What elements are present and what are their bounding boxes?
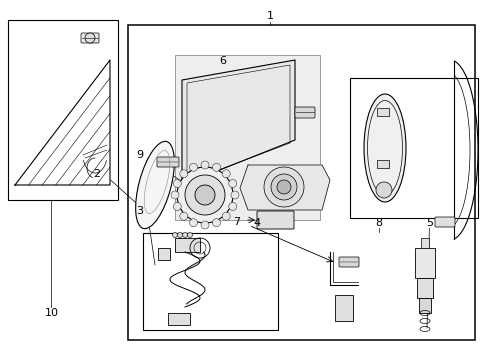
Circle shape — [276, 180, 290, 194]
Ellipse shape — [363, 94, 405, 202]
Circle shape — [212, 219, 220, 227]
Text: 10: 10 — [44, 308, 58, 318]
Ellipse shape — [172, 233, 177, 238]
Bar — [376, 160, 388, 168]
Bar — [142, 233, 278, 330]
FancyBboxPatch shape — [338, 257, 358, 267]
Circle shape — [264, 167, 304, 207]
Text: 8: 8 — [375, 218, 382, 228]
Bar — [158, 248, 170, 260]
Circle shape — [375, 182, 391, 198]
FancyBboxPatch shape — [257, 211, 293, 229]
Text: 4: 4 — [253, 218, 260, 228]
Bar — [175, 55, 319, 220]
Bar — [175, 238, 200, 252]
Circle shape — [228, 180, 236, 188]
Circle shape — [171, 191, 179, 199]
Circle shape — [189, 219, 197, 227]
Circle shape — [201, 161, 208, 169]
Text: 2: 2 — [93, 168, 100, 179]
Circle shape — [177, 167, 232, 223]
Ellipse shape — [135, 141, 174, 229]
Bar — [128, 25, 474, 340]
Bar — [376, 108, 388, 116]
Circle shape — [184, 175, 224, 215]
Bar — [416, 278, 432, 298]
Polygon shape — [182, 60, 294, 185]
Bar — [334, 295, 352, 321]
Bar — [414, 248, 434, 278]
FancyBboxPatch shape — [81, 33, 99, 43]
Text: 1: 1 — [266, 11, 273, 21]
Text: 5: 5 — [425, 218, 432, 228]
Text: 7: 7 — [233, 217, 240, 227]
Bar — [168, 313, 190, 325]
Circle shape — [173, 202, 181, 211]
Circle shape — [189, 163, 197, 171]
Circle shape — [222, 212, 230, 220]
Circle shape — [201, 221, 208, 229]
Text: 9: 9 — [136, 150, 142, 160]
Ellipse shape — [177, 233, 182, 238]
Circle shape — [173, 180, 181, 188]
Polygon shape — [240, 165, 329, 210]
Circle shape — [230, 191, 239, 199]
Text: 6: 6 — [219, 56, 225, 66]
Ellipse shape — [187, 233, 192, 238]
Circle shape — [85, 33, 95, 43]
FancyBboxPatch shape — [294, 107, 314, 118]
Circle shape — [180, 212, 187, 220]
Text: 3: 3 — [136, 206, 142, 216]
Circle shape — [228, 202, 236, 211]
Circle shape — [212, 163, 220, 171]
Bar — [418, 298, 430, 313]
Circle shape — [180, 170, 187, 178]
Bar — [349, 78, 477, 218]
Bar — [8, 20, 118, 200]
Circle shape — [270, 174, 296, 200]
Circle shape — [195, 185, 215, 205]
Polygon shape — [15, 60, 110, 185]
Circle shape — [222, 170, 230, 178]
Bar — [420, 238, 428, 248]
FancyBboxPatch shape — [434, 217, 454, 227]
FancyBboxPatch shape — [157, 157, 179, 167]
Ellipse shape — [182, 233, 187, 238]
